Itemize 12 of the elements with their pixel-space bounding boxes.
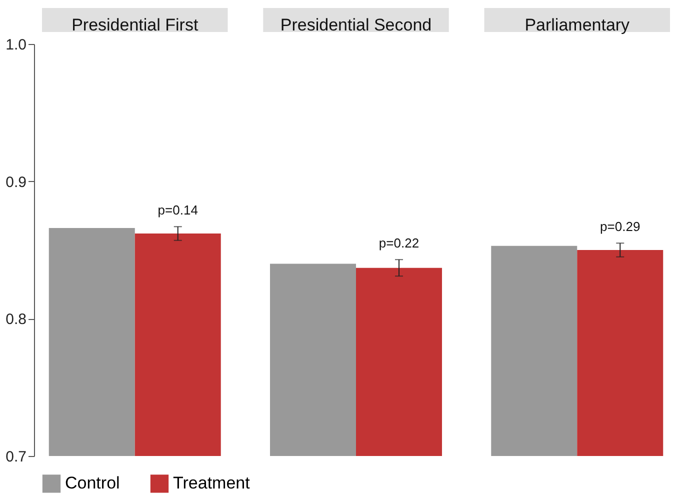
annotation: p=0.14 [158, 202, 198, 218]
x-tick-label: Presidential First [72, 16, 198, 34]
annotation: p=0.29 [600, 219, 640, 234]
y-tick-label: 0.7 [6, 448, 26, 466]
y-tick-label: 1.0 [6, 36, 26, 54]
y-tick-label: 0.8 [6, 311, 26, 328]
x-tick-label: Presidential Second [280, 16, 432, 34]
annotation: p=0.22 [378, 236, 420, 251]
y-tick-label: 0.9 [6, 174, 26, 191]
x-tick-label: Parliamentary [524, 16, 630, 34]
legend-label: Treatment [173, 474, 250, 493]
legend-label: Control [65, 474, 120, 493]
